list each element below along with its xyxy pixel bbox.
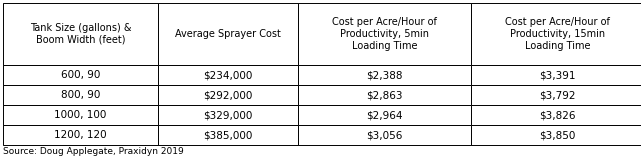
- Bar: [471, 105, 641, 125]
- Bar: [298, 105, 471, 125]
- Text: $385,000: $385,000: [203, 130, 253, 140]
- Bar: [158, 65, 298, 85]
- Text: $3,826: $3,826: [539, 110, 576, 120]
- Text: $3,792: $3,792: [539, 90, 576, 100]
- Text: $329,000: $329,000: [203, 110, 253, 120]
- Text: 600, 90: 600, 90: [61, 70, 100, 80]
- Bar: [158, 3, 298, 65]
- Bar: [471, 125, 641, 145]
- Text: Source: Doug Applegate, Praxidyn 2019: Source: Doug Applegate, Praxidyn 2019: [3, 147, 184, 156]
- Bar: [471, 65, 641, 85]
- Text: $292,000: $292,000: [203, 90, 253, 100]
- Text: 1200, 120: 1200, 120: [54, 130, 107, 140]
- Text: $2,388: $2,388: [366, 70, 403, 80]
- Bar: [158, 125, 298, 145]
- Bar: [3, 105, 158, 125]
- Bar: [298, 65, 471, 85]
- Bar: [298, 3, 471, 65]
- Bar: [3, 3, 158, 65]
- Text: $234,000: $234,000: [203, 70, 253, 80]
- Bar: [3, 125, 158, 145]
- Text: $3,850: $3,850: [539, 130, 576, 140]
- Text: Cost per Acre/Hour of
Productivity, 5min
Loading Time: Cost per Acre/Hour of Productivity, 5min…: [332, 17, 437, 51]
- Bar: [471, 85, 641, 105]
- Text: Tank Size (gallons) &
Boom Width (feet): Tank Size (gallons) & Boom Width (feet): [29, 23, 131, 45]
- Bar: [298, 85, 471, 105]
- Text: $2,863: $2,863: [366, 90, 403, 100]
- Text: $3,391: $3,391: [539, 70, 576, 80]
- Bar: [158, 85, 298, 105]
- Bar: [3, 85, 158, 105]
- Text: 800, 90: 800, 90: [61, 90, 100, 100]
- Text: Average Sprayer Cost: Average Sprayer Cost: [175, 29, 281, 39]
- Text: Cost per Acre/Hour of
Productivity, 15min
Loading Time: Cost per Acre/Hour of Productivity, 15mi…: [505, 17, 610, 51]
- Bar: [298, 125, 471, 145]
- Bar: [3, 65, 158, 85]
- Text: $3,056: $3,056: [366, 130, 403, 140]
- Text: 1000, 100: 1000, 100: [54, 110, 106, 120]
- Bar: [158, 105, 298, 125]
- Text: $2,964: $2,964: [366, 110, 403, 120]
- Bar: [471, 3, 641, 65]
